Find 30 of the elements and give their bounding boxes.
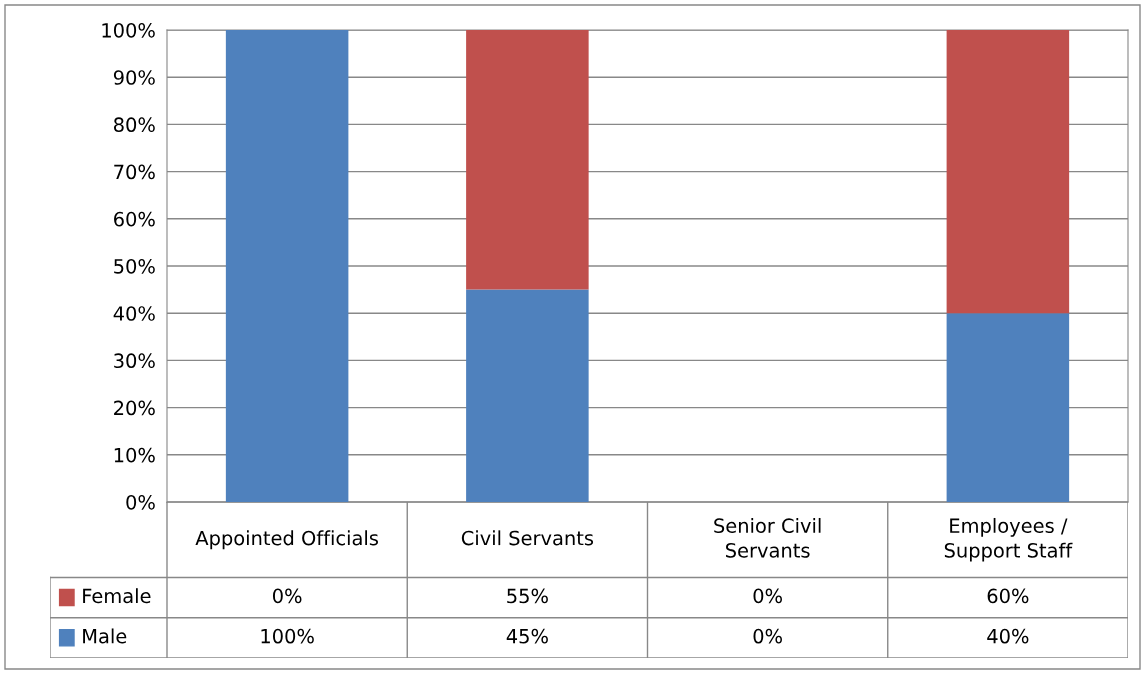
y-tick-label: 70% — [114, 164, 155, 180]
x-tick-label: Appointed Officials — [195, 530, 378, 550]
y-tick-label: 50% — [114, 258, 155, 274]
data-label: 45% — [506, 628, 548, 644]
bar — [466, 289, 589, 502]
data-label: 0% — [753, 628, 782, 644]
x-tick-label: Employees / Support Staff — [944, 517, 1073, 562]
data-label: 0% — [272, 588, 302, 604]
legend-label: Male — [83, 628, 127, 644]
data-label: 55% — [507, 588, 548, 604]
y-tick-label: 30% — [114, 353, 155, 369]
data-label: 40% — [987, 628, 1029, 644]
x-tick-label: Senior Civil Servants — [714, 517, 821, 558]
y-tick-label: 100% — [102, 22, 155, 38]
y-tick-label: 20% — [114, 400, 155, 416]
legend-label: Female — [83, 588, 151, 604]
y-tick-label: 90% — [113, 70, 155, 85]
bar — [225, 30, 349, 502]
bar — [946, 313, 1070, 502]
data-label: 100% — [261, 628, 314, 644]
y-tick-label: 10% — [114, 447, 155, 463]
y-tick-label: 40% — [113, 306, 155, 321]
bar — [946, 30, 1070, 314]
y-tick-label: 80% — [113, 117, 155, 133]
data-label: 0% — [753, 588, 782, 604]
y-tick-label: 0% — [126, 494, 155, 510]
bar — [466, 30, 589, 290]
data-label: 60% — [987, 588, 1029, 604]
y-tick-label: 60% — [114, 211, 155, 227]
x-tick-label: Civil Servants — [461, 530, 594, 546]
